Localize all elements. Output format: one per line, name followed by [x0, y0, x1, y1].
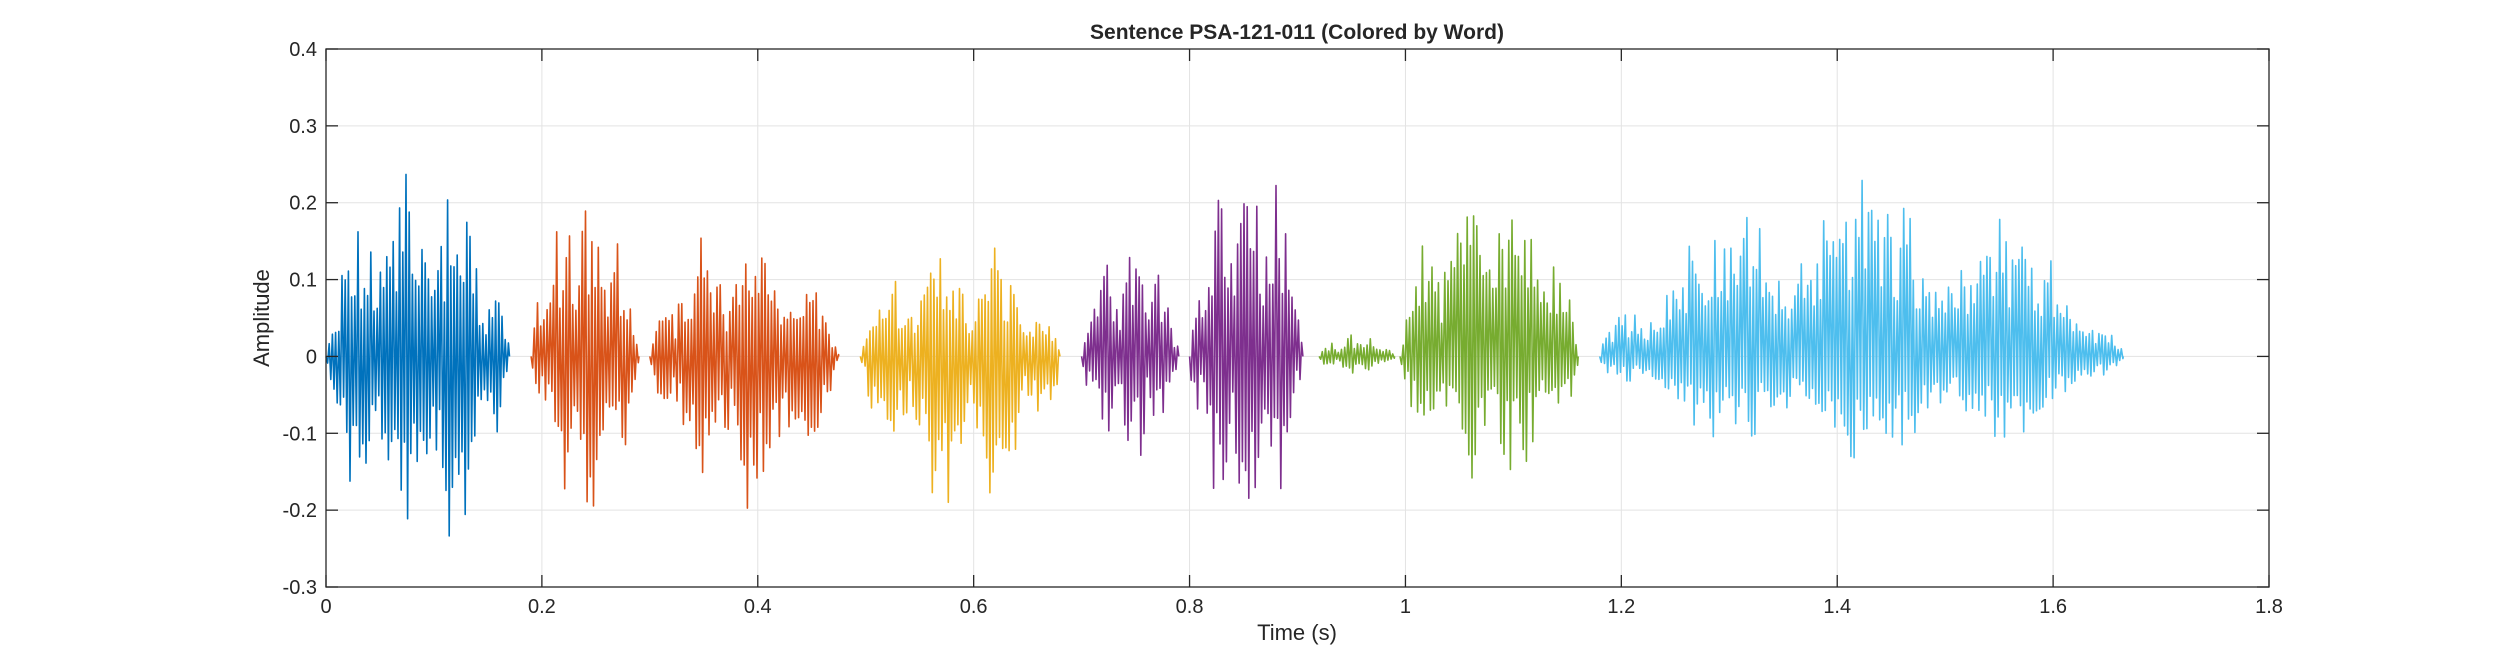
waveform-segment — [530, 210, 640, 507]
word-series-3 — [859, 247, 1061, 504]
y-tick-label: -0.1 — [283, 423, 317, 445]
y-tick-label: 0.2 — [289, 193, 317, 215]
x-tick-label: 0.6 — [960, 596, 988, 618]
waveform-segment — [1318, 334, 1396, 374]
x-tick-label: 1.4 — [1823, 596, 1851, 618]
y-tick-label: 0 — [306, 346, 317, 368]
x-tick-label: 1 — [1400, 596, 1411, 618]
x-tick-label: 0.8 — [1176, 596, 1204, 618]
y-tick-label: -0.3 — [283, 577, 317, 599]
waveform-segment — [1399, 215, 1579, 479]
chart-title: Sentence PSA-121-011 (Colored by Word) — [1090, 21, 1504, 44]
x-tick-label: 0.4 — [744, 596, 772, 618]
x-tick-label: 0.2 — [528, 596, 556, 618]
x-tick-label: 1.2 — [1607, 596, 1635, 618]
x-axis-label: Time (s) — [1257, 620, 1337, 645]
word-series-5 — [1318, 215, 1579, 479]
waveform-segment — [859, 247, 1061, 504]
waveform-segment — [1080, 256, 1180, 456]
word-series-4 — [1080, 184, 1304, 499]
waveform-segment — [649, 237, 840, 509]
y-tick-label: 0.3 — [289, 116, 317, 138]
y-axis-label: Amplitude — [249, 269, 274, 367]
y-tick-label: 0.1 — [289, 270, 317, 292]
x-tick-label: 0 — [320, 596, 331, 618]
x-tick-label: 1.8 — [2255, 596, 2283, 618]
plot-frame — [325, 48, 2270, 588]
word-series-2 — [530, 210, 840, 509]
waveform-segment — [1188, 184, 1304, 499]
waveform-segment — [1598, 179, 2125, 459]
y-tick-label: -0.2 — [283, 500, 317, 522]
waveforms — [325, 173, 2125, 537]
y-tick-label: 0.4 — [289, 39, 317, 61]
word-series-1 — [325, 173, 511, 537]
waveform-segment — [325, 173, 511, 537]
word-series-6 — [1598, 179, 2125, 459]
ticks: 0 0.2 0.4 0.6 0.8 1 1.2 1.4 1.6 1.8 -0.3 -0.2 -0.1 0 0… — [283, 39, 2283, 618]
x-tick-label: 1.6 — [2039, 596, 2067, 618]
